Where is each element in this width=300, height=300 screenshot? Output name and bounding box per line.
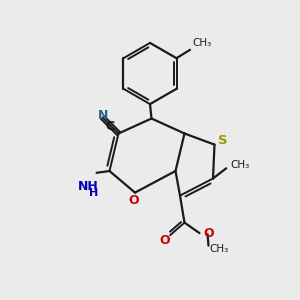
Text: O: O — [159, 233, 170, 247]
Text: O: O — [203, 227, 214, 240]
Text: CH₃: CH₃ — [230, 160, 249, 170]
Text: NH: NH — [78, 180, 99, 193]
Text: H: H — [89, 188, 98, 198]
Text: S: S — [218, 134, 228, 148]
Text: CH₃: CH₃ — [192, 38, 212, 48]
Text: C: C — [105, 120, 114, 134]
Text: N: N — [98, 109, 109, 122]
Text: CH₃: CH₃ — [210, 244, 229, 254]
Text: O: O — [129, 194, 140, 208]
